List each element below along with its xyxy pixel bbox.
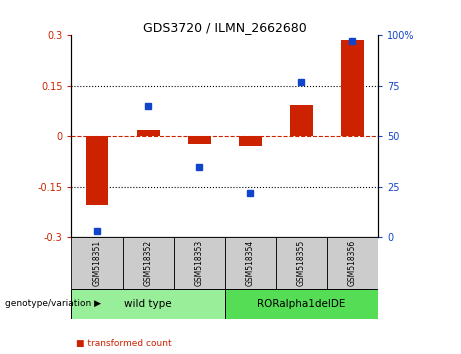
Bar bbox=[225, 237, 276, 289]
Text: GSM518353: GSM518353 bbox=[195, 240, 204, 286]
Text: GSM518355: GSM518355 bbox=[297, 240, 306, 286]
Bar bbox=[188, 136, 211, 144]
Bar bbox=[239, 136, 262, 146]
Bar bbox=[71, 237, 123, 289]
Text: GSM518351: GSM518351 bbox=[93, 240, 101, 286]
Title: GDS3720 / ILMN_2662680: GDS3720 / ILMN_2662680 bbox=[143, 21, 307, 34]
Bar bbox=[123, 237, 174, 289]
Bar bbox=[341, 40, 364, 136]
Bar bbox=[174, 237, 225, 289]
Bar bbox=[327, 237, 378, 289]
Bar bbox=[85, 136, 108, 205]
Text: RORalpha1delDE: RORalpha1delDE bbox=[257, 298, 346, 309]
Bar bbox=[136, 130, 160, 136]
Bar bbox=[225, 289, 378, 319]
Bar bbox=[290, 105, 313, 136]
Bar bbox=[276, 237, 327, 289]
Bar bbox=[71, 289, 225, 319]
Text: ■ transformed count: ■ transformed count bbox=[76, 339, 171, 348]
Text: wild type: wild type bbox=[124, 298, 172, 309]
Text: GSM518352: GSM518352 bbox=[143, 240, 153, 286]
Text: GSM518354: GSM518354 bbox=[246, 240, 255, 286]
Text: genotype/variation ▶: genotype/variation ▶ bbox=[5, 299, 100, 308]
Text: GSM518356: GSM518356 bbox=[348, 240, 357, 286]
